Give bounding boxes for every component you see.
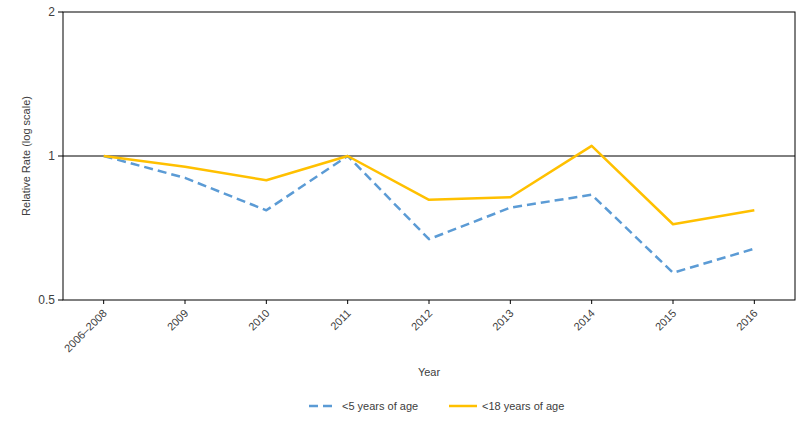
x-tick-label: 2014 bbox=[571, 307, 597, 333]
chart: 0.5 1 2 2006–2008 2009 2010 2011 2012 2013 2014 20… bbox=[0, 0, 811, 426]
x-tick bbox=[103, 300, 104, 304]
y-tick-label: 1 bbox=[48, 149, 55, 163]
x-tick-label: 2006–2008 bbox=[62, 307, 109, 354]
x-axis-title: Year bbox=[418, 366, 441, 378]
series-line bbox=[104, 146, 755, 224]
y-tick bbox=[58, 300, 63, 301]
legend-swatch bbox=[449, 405, 477, 408]
reference-line bbox=[63, 156, 795, 157]
x-tick bbox=[510, 300, 511, 304]
x-tick-label: 2013 bbox=[490, 307, 516, 333]
x-tick-label: 2009 bbox=[165, 307, 191, 333]
x-tick bbox=[754, 300, 755, 304]
x-tick bbox=[347, 300, 348, 304]
series-group bbox=[104, 146, 755, 273]
x-tick bbox=[591, 300, 592, 304]
x-tick bbox=[266, 300, 267, 304]
series-line bbox=[104, 156, 755, 273]
x-tick bbox=[673, 300, 674, 304]
x-tick-label: 2016 bbox=[734, 307, 760, 333]
x-tick bbox=[429, 300, 430, 304]
y-axis-title: Relative Rate (log scale) bbox=[20, 96, 32, 216]
y-tick bbox=[58, 156, 63, 157]
y-tick bbox=[58, 12, 63, 13]
x-tick bbox=[185, 300, 186, 304]
plot-frame bbox=[63, 12, 795, 300]
legend-swatch bbox=[309, 405, 337, 408]
x-tick-label: 2015 bbox=[653, 307, 679, 333]
x-tick-label: 2010 bbox=[246, 307, 272, 333]
x-tick-label: 2012 bbox=[409, 307, 435, 333]
y-tick-label: 0.5 bbox=[38, 293, 55, 307]
x-tick-label: 2011 bbox=[328, 307, 353, 332]
legend-label: <5 years of age bbox=[342, 400, 418, 412]
y-tick-label: 2 bbox=[48, 5, 55, 19]
legend-label: <18 years of age bbox=[482, 400, 564, 412]
